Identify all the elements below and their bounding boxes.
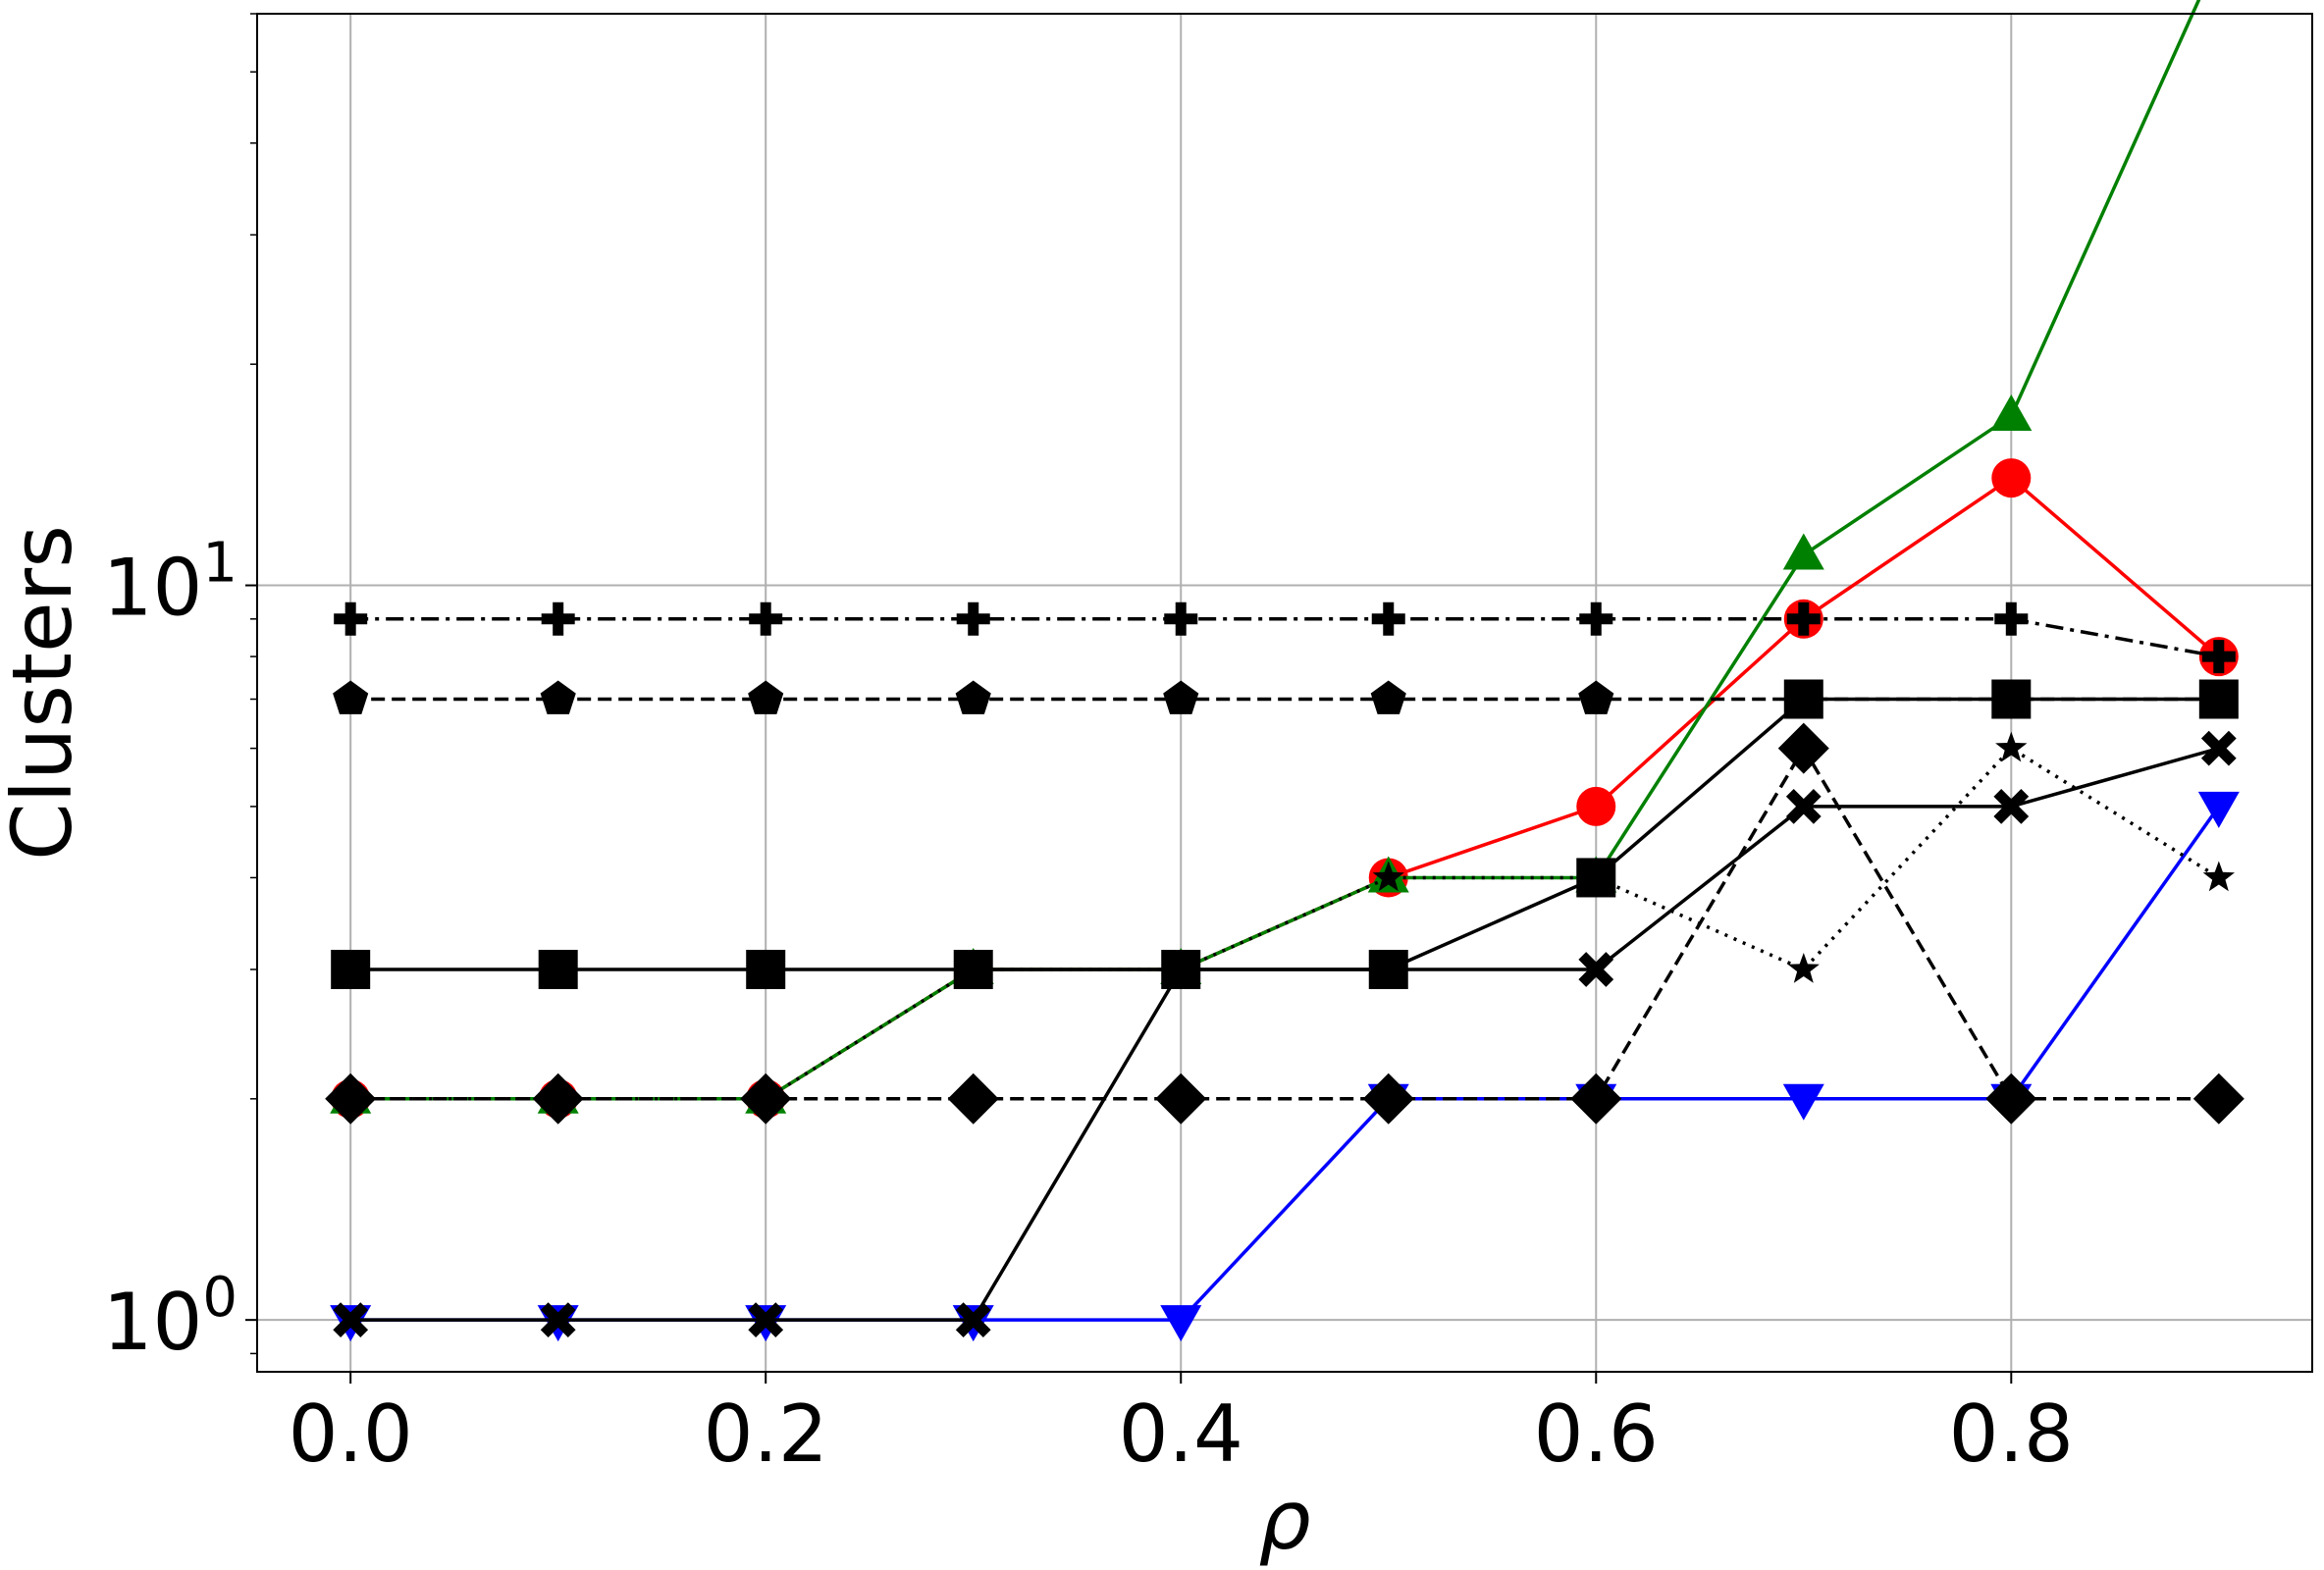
- series-plus: [334, 602, 2236, 674]
- series-square: [331, 679, 2239, 989]
- plus-marker: [2201, 640, 2236, 674]
- square-marker: [1161, 949, 1201, 989]
- pentagon-marker: [333, 680, 369, 714]
- pentagon-marker: [1163, 680, 1199, 714]
- plus-marker: [1371, 602, 1405, 636]
- triangle-down-marker: [2197, 791, 2240, 828]
- star-marker: [1787, 952, 1820, 983]
- square-marker: [538, 949, 578, 989]
- diamond-marker: [532, 1073, 584, 1125]
- plus-marker: [541, 602, 575, 636]
- diamond-marker: [1777, 722, 1829, 774]
- plus-marker: [1579, 602, 1613, 636]
- x-marker: [955, 1302, 991, 1338]
- x-tick-label: 0.8: [1949, 1388, 2074, 1480]
- diamond-marker: [1985, 1073, 2037, 1125]
- plus-marker: [956, 602, 990, 636]
- x-marker: [1578, 952, 1614, 987]
- star-marker: [2202, 861, 2235, 892]
- x-tick-label: 0.4: [1119, 1388, 1243, 1480]
- series-line: [350, 617, 2220, 658]
- square-marker: [746, 949, 786, 989]
- diamond-marker: [2192, 1073, 2245, 1125]
- pentagon-marker: [955, 680, 991, 714]
- series-layer: [325, 0, 2245, 1342]
- star-marker: [1995, 731, 2028, 762]
- x-marker: [748, 1302, 784, 1338]
- pentagon-marker: [540, 680, 576, 714]
- series-line: [350, 746, 2220, 1101]
- x-tick-label: 0.2: [704, 1388, 828, 1480]
- square-marker: [1368, 949, 1408, 989]
- x-marker: [1785, 789, 1822, 824]
- square-marker: [1991, 679, 2032, 719]
- circle-marker: [1991, 458, 2032, 498]
- x-axis-ticks: 0.0 0.2 0.4 0.6 0.8: [289, 1372, 2074, 1480]
- triangle-up-marker: [1990, 394, 2033, 432]
- x-tick-label: 0.6: [1534, 1388, 1659, 1480]
- square-marker: [953, 949, 993, 989]
- circle-marker: [1576, 786, 1616, 826]
- pentagon-marker: [748, 680, 784, 714]
- x-axis-label: ρ: [1258, 1472, 1310, 1568]
- diamond-marker: [740, 1073, 792, 1125]
- plus-marker: [749, 602, 783, 636]
- plus-marker: [1994, 602, 2029, 636]
- series-line: [350, 697, 2219, 971]
- x-marker: [1993, 789, 2030, 824]
- plus-marker: [334, 602, 368, 636]
- plot-frame: [256, 13, 2313, 1373]
- square-marker: [2198, 679, 2239, 719]
- diamond-marker: [325, 1073, 377, 1125]
- x-marker: [2200, 730, 2237, 766]
- triangle-up-marker: [1782, 533, 1824, 570]
- square-marker: [1783, 679, 1823, 719]
- x-tick-label: 0.0: [289, 1388, 413, 1480]
- pentagon-marker: [1370, 680, 1406, 714]
- plus-marker: [1164, 602, 1198, 636]
- plus-marker: [1786, 602, 1821, 636]
- triangle-down-marker: [1160, 1305, 1202, 1342]
- series-diamond: [325, 722, 2245, 1125]
- triangle-down-marker: [1782, 1083, 1824, 1121]
- diamond-marker: [1570, 1073, 1622, 1125]
- x-marker: [540, 1302, 576, 1338]
- diamond-marker: [1155, 1073, 1207, 1125]
- y-axis-label: Clusters: [0, 525, 90, 861]
- square-marker: [331, 949, 371, 989]
- square-marker: [1576, 858, 1616, 898]
- pentagon-marker: [1578, 680, 1614, 714]
- x-marker: [333, 1302, 369, 1338]
- series-line: [350, 745, 2219, 1101]
- diamond-marker: [947, 1073, 999, 1125]
- diamond-marker: [1362, 1073, 1414, 1125]
- star-marker: [1372, 861, 1404, 892]
